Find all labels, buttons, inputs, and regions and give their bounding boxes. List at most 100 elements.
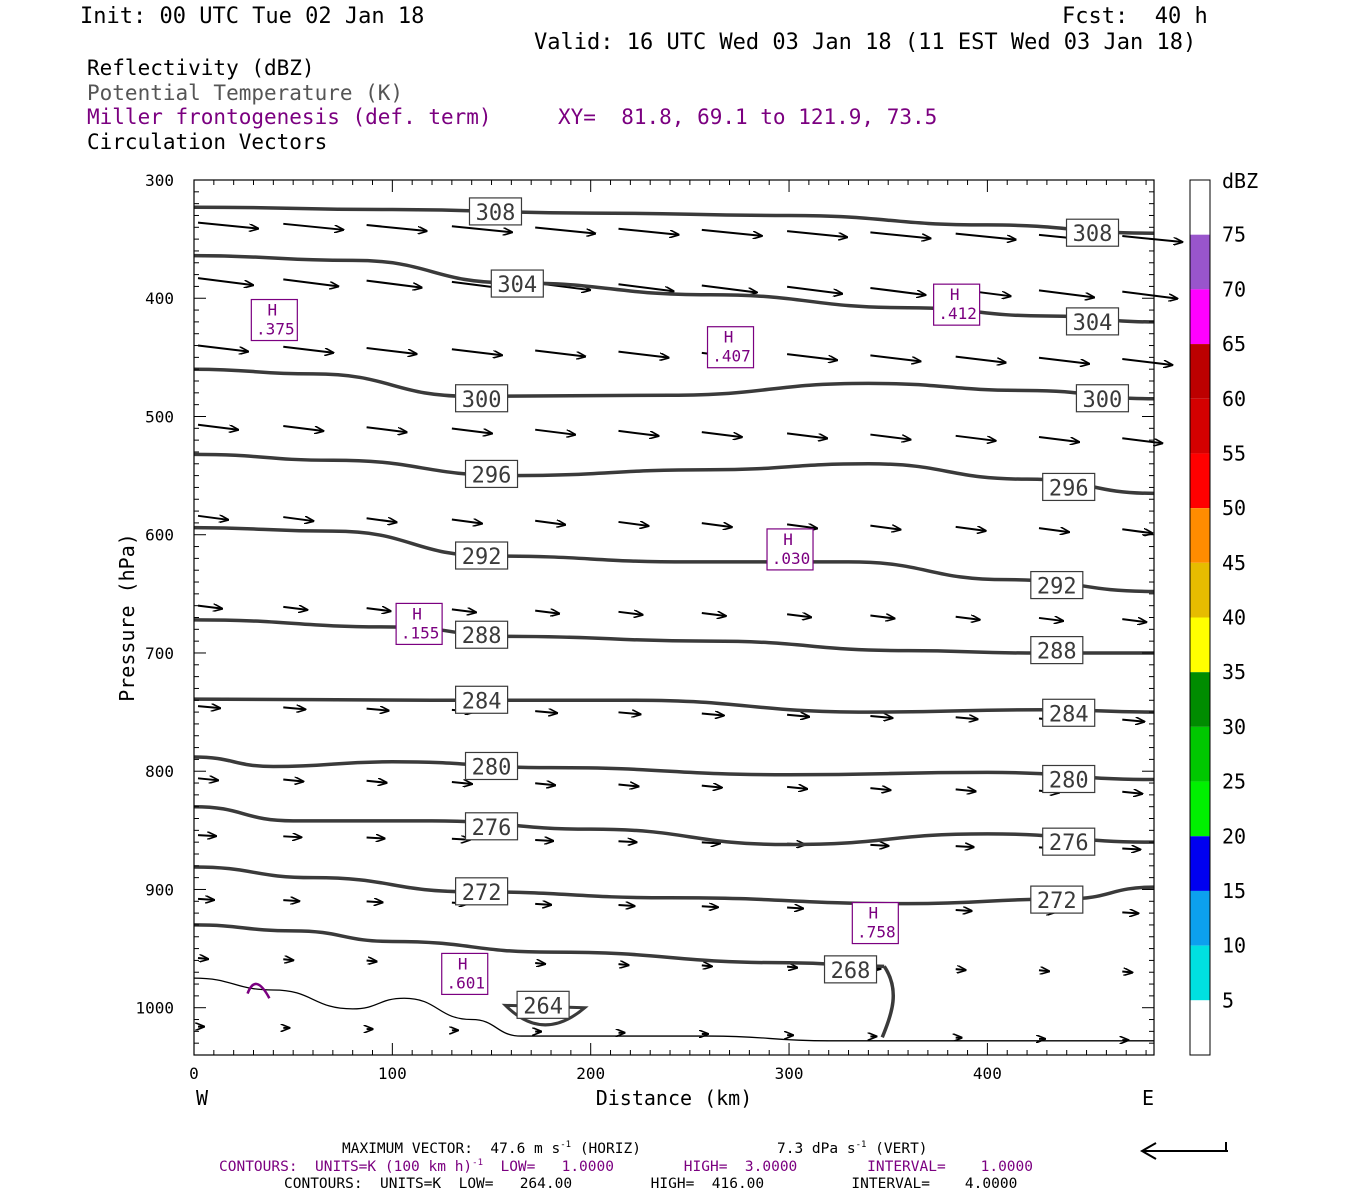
circulation-vector: [535, 349, 585, 356]
circulation-vector: [535, 904, 551, 905]
isentrope-line: [193, 452, 1155, 496]
isentrope-label-box: [1065, 218, 1120, 247]
circulation-vector: [451, 782, 472, 784]
circulation-vector: [283, 278, 338, 286]
circulation-vector: [197, 423, 238, 430]
isentrope-label-box: [455, 685, 509, 714]
field-theta: Potential Temperature (K): [87, 81, 404, 105]
reference-vector-arrow: [1139, 1142, 1228, 1160]
y-tick-label: 500: [145, 407, 174, 426]
circulation-vector: [451, 427, 492, 433]
frontogenesis-max-box: [851, 901, 899, 945]
colorbar-level-label: 60: [1222, 387, 1246, 411]
circulation-vector: [870, 286, 925, 295]
circulation-vector: [786, 524, 817, 528]
circulation-vector: [366, 709, 389, 711]
circulation-vector: [955, 527, 986, 531]
frontogenesis-max-value: .030: [772, 549, 811, 568]
colorbar-segment: [1190, 726, 1210, 782]
circulation-vector: [451, 520, 482, 524]
isentrope-line: [193, 367, 1155, 401]
isentrope-label-box: [464, 812, 519, 841]
circulation-vector: [366, 426, 407, 432]
isentrope-label-box: [1030, 570, 1084, 600]
circulation-vector: [618, 283, 673, 291]
circulation-vector: [955, 846, 974, 847]
isentrope-label: 300: [462, 388, 502, 413]
frontogenesis-max-box: [250, 298, 298, 342]
isentrope-label-box: [1042, 764, 1096, 794]
circulation-vector: [1038, 970, 1049, 971]
y-tick-label: 600: [145, 526, 174, 545]
circulation-vector: [1038, 436, 1079, 442]
circulation-vector: [786, 353, 837, 360]
valid-time: Valid: 16 UTC Wed 03 Jan 18 (11 EST Wed …: [534, 30, 1197, 55]
colorbar-segment: [1190, 836, 1210, 891]
colorbar-segment: [1190, 617, 1210, 673]
circulation-vector: [955, 789, 976, 791]
isentrope-label: 264: [523, 994, 563, 1019]
isentrope-line: [193, 253, 1155, 324]
isentrope-label: 280: [1049, 768, 1089, 793]
colorbar-segment: [1190, 289, 1210, 345]
isentrope-label: 268: [831, 959, 871, 984]
isentrope-label-box: [823, 955, 878, 984]
circulation-vector: [955, 355, 1006, 363]
frontogenesis-max-H: H: [868, 904, 878, 923]
frontogenesis-max-H: H: [412, 604, 422, 623]
isentrope-label: 292: [462, 545, 502, 570]
isentrope-label-box: [490, 269, 544, 298]
y-tick-label: 700: [145, 644, 174, 663]
isentrope-label-box: [455, 384, 509, 413]
contours-theta: CONTOURS: UNITS=K LOW= 264.00 HIGH= 416.…: [284, 1176, 1018, 1192]
isentrope-label-box: [1065, 307, 1120, 336]
circulation-vector: [366, 224, 427, 231]
circulation-vector: [701, 523, 732, 527]
circulation-vector: [1122, 290, 1177, 299]
circulation-vector: [1122, 912, 1138, 913]
colorbar-level-label: 70: [1222, 277, 1246, 301]
isentrope-line: [880, 965, 895, 1038]
circulation-vector: [701, 714, 724, 716]
colorbar-level-label: 25: [1222, 770, 1246, 794]
circulation-vector: [366, 279, 422, 288]
circulation-vector: [955, 910, 972, 911]
circulation-vector: [701, 613, 726, 616]
x-axis-label: Distance (km): [596, 1086, 753, 1110]
circulation-vector: [1122, 529, 1152, 533]
circulation-vector: [1122, 358, 1172, 365]
x-tick-label: 400: [973, 1064, 1002, 1083]
circulation-vector: [1038, 618, 1063, 621]
isentrope-label: 288: [462, 624, 502, 649]
isentrope-label-box: [1042, 827, 1096, 856]
frontogenesis-max-H: H: [458, 954, 468, 973]
colorbar-segment: [1190, 508, 1210, 563]
colorbar-level-label: 35: [1222, 660, 1246, 684]
circulation-vector: [366, 347, 417, 354]
circulation-vector: [618, 522, 648, 526]
isentrope-line: [193, 205, 1155, 235]
y-tick-label: 1000: [135, 999, 174, 1018]
field-miller: Miller frontogenesis (def. term): [87, 105, 492, 129]
isentrope-label: 280: [472, 755, 512, 780]
circulation-vector: [283, 707, 305, 709]
terrain-line: [193, 977, 1154, 1042]
colorbar-segment: [1190, 672, 1210, 727]
circulation-vector: [535, 521, 565, 525]
isentrope-line: [193, 804, 1155, 847]
isentrope-label-box: [464, 459, 519, 489]
circulation-vector: [870, 716, 892, 718]
circulation-vector: [618, 712, 640, 714]
isentrope-label-box: [1042, 472, 1096, 502]
x-tick-label: 300: [775, 1064, 804, 1083]
circulation-vector: [618, 429, 658, 436]
circulation-vector: [451, 348, 502, 355]
circulation-vector: [870, 354, 920, 361]
circulation-vector: [618, 841, 636, 842]
circulation-vector: [197, 958, 208, 959]
colorbar-level-label: 45: [1222, 551, 1246, 575]
circulation-vector: [451, 609, 476, 612]
circulation-vector: [283, 517, 313, 521]
circulation-vector: [1038, 528, 1069, 532]
isentrope-label: 296: [472, 463, 512, 488]
